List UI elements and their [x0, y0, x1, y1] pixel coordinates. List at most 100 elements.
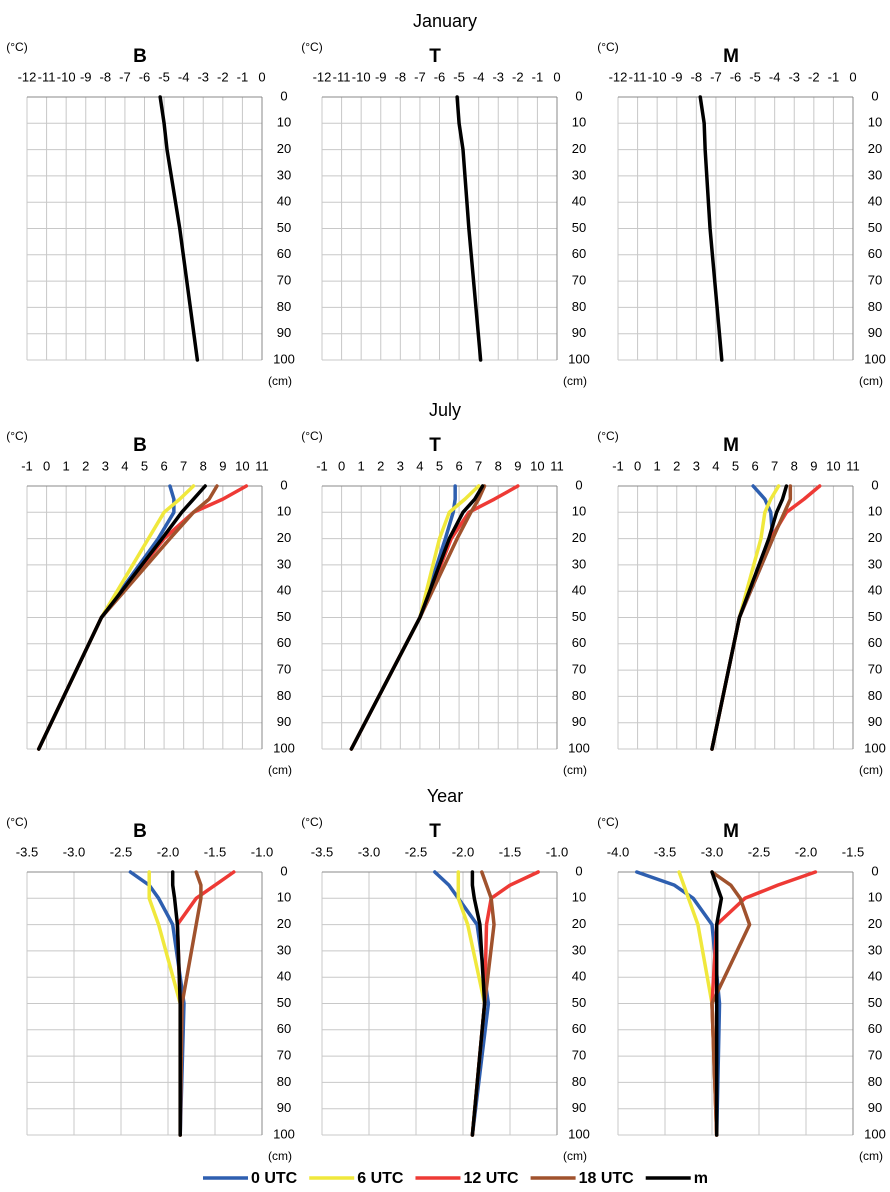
chart-title: B [133, 821, 147, 842]
y-tick-label: 100 [273, 351, 295, 366]
y-tick-label: 0 [575, 477, 582, 492]
x-tick-label: 6 [160, 458, 167, 473]
y-tick-label: 80 [572, 688, 586, 703]
y-tick-label: 90 [572, 325, 586, 340]
y-tick-label: 100 [568, 1126, 590, 1141]
x-tick-label: -12 [18, 69, 37, 84]
x-tick-label: 2 [673, 458, 680, 473]
y-tick-label: 90 [868, 1100, 882, 1115]
x-axis-label: (°C) [597, 429, 618, 443]
x-tick-label: -1.5 [842, 844, 864, 859]
x-tick-label: 2 [377, 458, 384, 473]
x-tick-label: 5 [141, 458, 148, 473]
x-tick-label: -2 [217, 69, 229, 84]
series-line [433, 870, 491, 1137]
x-axis-label: (°C) [597, 40, 618, 54]
y-tick-label: 60 [277, 246, 291, 261]
y-tick-label: 100 [864, 740, 886, 755]
x-tick-label: -11 [38, 69, 56, 84]
y-tick-label: 10 [572, 890, 586, 905]
x-tick-label: -10 [352, 69, 371, 84]
chart-title: M [723, 46, 739, 67]
chart-title: T [429, 46, 441, 67]
x-tick-label: -4.0 [607, 844, 629, 859]
y-tick-label: 10 [572, 504, 586, 519]
y-tick-label: 100 [273, 1126, 295, 1141]
legend-label: m [694, 1170, 708, 1187]
series-line [37, 484, 207, 751]
y-axis-label: (cm) [268, 763, 292, 777]
x-tick-label: -8 [395, 69, 407, 84]
y-tick-label: 30 [277, 556, 291, 571]
x-tick-label: -1 [316, 458, 328, 473]
x-tick-label: -6 [434, 69, 446, 84]
y-tick-label: 0 [280, 863, 287, 878]
x-axis-label: (°C) [301, 815, 322, 829]
y-tick-label: 10 [572, 115, 586, 130]
x-axis-label: (°C) [301, 40, 322, 54]
y-axis-label: (cm) [563, 1149, 587, 1163]
x-tick-label: -3.0 [63, 844, 85, 859]
x-tick-label: -11 [629, 69, 647, 84]
x-axis-label: (°C) [6, 815, 27, 829]
x-tick-label: -1 [237, 69, 249, 84]
x-tick-label: 0 [553, 69, 560, 84]
y-tick-label: 90 [277, 1100, 291, 1115]
x-axis-label: (°C) [301, 429, 322, 443]
series-line [170, 870, 182, 1137]
y-axis-label: (cm) [563, 374, 587, 388]
y-tick-label: 90 [277, 714, 291, 729]
series-line [710, 870, 752, 1137]
y-tick-label: 100 [273, 740, 295, 755]
y-tick-label: 50 [277, 220, 291, 235]
x-tick-label: -2 [512, 69, 524, 84]
y-tick-label: 30 [572, 942, 586, 957]
y-tick-label: 100 [864, 1126, 886, 1141]
chart-title: T [429, 435, 441, 456]
x-tick-label: 9 [810, 458, 817, 473]
y-tick-label: 40 [572, 969, 586, 984]
y-tick-label: 50 [868, 609, 882, 624]
x-tick-label: 8 [495, 458, 502, 473]
x-tick-label: -2.0 [795, 844, 817, 859]
y-tick-label: 30 [572, 167, 586, 182]
y-tick-label: 70 [277, 1048, 291, 1063]
series-line [698, 95, 724, 362]
y-tick-label: 60 [277, 635, 291, 650]
chart-title: M [723, 435, 739, 456]
y-axis-label: (cm) [268, 1149, 292, 1163]
x-tick-label: 11 [550, 458, 564, 473]
row-title: Year [427, 786, 463, 806]
legend-label: 0 UTC [251, 1170, 298, 1187]
y-tick-label: 60 [572, 1021, 586, 1036]
x-tick-label: -3 [788, 69, 800, 84]
x-tick-label: 8 [791, 458, 798, 473]
y-tick-label: 40 [572, 194, 586, 209]
x-tick-label: 2 [82, 458, 89, 473]
x-tick-label: -2.5 [110, 844, 132, 859]
x-tick-label: -6 [730, 69, 742, 84]
chart-title: M [723, 821, 739, 842]
y-tick-label: 20 [572, 530, 586, 545]
y-tick-label: 90 [572, 1100, 586, 1115]
series-line [710, 870, 724, 1137]
y-tick-label: 10 [277, 115, 291, 130]
y-tick-label: 90 [868, 714, 882, 729]
y-tick-label: 50 [868, 995, 882, 1010]
x-tick-label: -9 [80, 69, 92, 84]
y-axis-label: (cm) [563, 763, 587, 777]
y-axis-label: (cm) [859, 374, 883, 388]
y-tick-label: 40 [572, 583, 586, 598]
x-tick-label: -2.0 [452, 844, 474, 859]
x-tick-label: -1.5 [204, 844, 226, 859]
y-tick-label: 10 [277, 890, 291, 905]
x-tick-label: 0 [258, 69, 265, 84]
x-tick-label: 8 [200, 458, 207, 473]
y-tick-label: 40 [277, 194, 291, 209]
x-axis-label: (°C) [597, 815, 618, 829]
y-axis-label: (cm) [859, 763, 883, 777]
x-tick-label: -5 [749, 69, 761, 84]
x-tick-label: -3.5 [654, 844, 676, 859]
x-tick-label: -6 [139, 69, 151, 84]
x-tick-label: -12 [313, 69, 332, 84]
